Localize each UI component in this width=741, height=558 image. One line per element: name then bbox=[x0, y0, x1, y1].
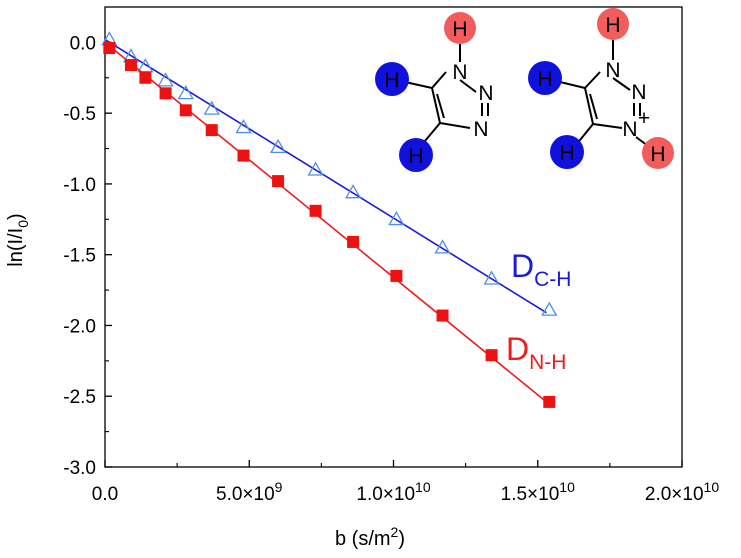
series-label-c-h-sub: C-H bbox=[534, 268, 571, 291]
data-point-c-h bbox=[235, 118, 252, 134]
data-point-n-h bbox=[237, 149, 250, 162]
triazole-molecule: H H H N N N bbox=[375, 12, 494, 172]
data-point-c-h bbox=[203, 100, 220, 115]
data-point-n-h bbox=[272, 175, 285, 188]
n-h-proton-circle bbox=[642, 137, 674, 169]
atom-label-n: N bbox=[631, 81, 646, 104]
y-axis-title: ln(I/I0) bbox=[5, 213, 31, 266]
x-axis-title-sup: 2 bbox=[391, 524, 399, 540]
data-point-n-h bbox=[139, 71, 152, 84]
x-tick-label: 2.0×1010 bbox=[645, 479, 719, 505]
data-point-c-h bbox=[388, 210, 405, 226]
atom-label-n: N bbox=[452, 61, 467, 84]
n-h-proton-circle bbox=[444, 12, 476, 44]
y-tick-label: -1.5 bbox=[63, 246, 96, 267]
data-point-n-h bbox=[159, 87, 172, 100]
n-h-proton-circle bbox=[597, 8, 629, 40]
y-axis-ticks: 0.0 -0.5 -1.0 -1.5 -2.0 -2.5 -3.0 bbox=[63, 33, 112, 479]
c-h-proton-circle bbox=[528, 61, 562, 95]
data-point-n-h bbox=[124, 59, 137, 72]
data-point-c-h bbox=[157, 72, 174, 87]
atom-label-h: H bbox=[408, 145, 423, 168]
data-point-n-h bbox=[179, 104, 192, 117]
c-h-proton-circle bbox=[550, 135, 584, 169]
x-axis-title-main: b (s/m bbox=[335, 528, 391, 550]
data-point-n-h bbox=[347, 235, 360, 248]
data-point-c-h bbox=[434, 239, 451, 254]
x-axis-title: b (s/m2) bbox=[335, 524, 405, 550]
data-point-n-h bbox=[543, 395, 556, 408]
x-tick-label: 1.5×1010 bbox=[501, 479, 575, 505]
series-label-c-h-main: D bbox=[511, 248, 534, 284]
series-layer bbox=[101, 31, 558, 408]
series-label-n-h: DN-H bbox=[506, 331, 566, 374]
c-h-proton-circle bbox=[399, 138, 433, 172]
series-label-c-h: DC-H bbox=[511, 248, 571, 291]
data-point-n-h bbox=[309, 204, 322, 217]
atom-charge-plus: + bbox=[638, 107, 650, 130]
fit-line-n-h bbox=[104, 41, 547, 403]
data-point-c-h bbox=[177, 85, 194, 100]
atom-label-h: H bbox=[605, 14, 620, 37]
data-point-n-h bbox=[390, 269, 403, 282]
atom-label-h: H bbox=[537, 68, 552, 91]
atom-label-n: N bbox=[622, 118, 637, 141]
x-tick-label: 5.0×109 bbox=[216, 479, 283, 505]
fit-line-c-h bbox=[104, 38, 547, 314]
atom-label-h: H bbox=[384, 69, 399, 92]
atom-label-h: H bbox=[452, 18, 467, 41]
atom-label-n: N bbox=[478, 82, 493, 105]
data-point-n-h bbox=[436, 309, 449, 322]
data-point-c-h bbox=[269, 138, 287, 154]
data-point-n-h bbox=[205, 124, 218, 137]
atom-label-n: N bbox=[473, 118, 488, 141]
y-tick-label: -0.5 bbox=[63, 104, 96, 125]
data-point-c-h bbox=[483, 270, 500, 285]
y-axis-title-tail: ) bbox=[5, 213, 27, 220]
atom-label-h: H bbox=[559, 142, 574, 165]
c-h-proton-circle bbox=[375, 62, 409, 96]
y-tick-label: -2.0 bbox=[63, 316, 96, 337]
triazolium-molecule: H H H H N N N + bbox=[528, 8, 674, 169]
x-tick-label: 1.0×1010 bbox=[356, 479, 430, 505]
y-tick-label: -1.0 bbox=[63, 175, 96, 196]
x-axis-ticks: 0.0 5.0×109 1.0×1010 1.5×1010 2.0×1010 bbox=[92, 460, 719, 505]
y-tick-label: -2.5 bbox=[63, 387, 96, 408]
data-point-n-h bbox=[485, 349, 498, 362]
y-axis-title-sub: 0 bbox=[15, 220, 31, 228]
data-point-c-h bbox=[137, 58, 154, 73]
data-point-c-h bbox=[344, 184, 362, 199]
series-label-n-h-main: D bbox=[506, 331, 529, 367]
y-tick-label: -3.0 bbox=[63, 458, 96, 479]
x-tick-label: 0.0 bbox=[92, 484, 118, 505]
atom-label-h: H bbox=[650, 143, 665, 166]
series-label-n-h-sub: N-H bbox=[529, 351, 566, 374]
atom-label-n: N bbox=[605, 59, 620, 82]
x-axis-title-tail: ) bbox=[398, 528, 405, 550]
y-axis-title-main: ln(I/I bbox=[5, 228, 27, 267]
data-point-c-h bbox=[307, 161, 324, 176]
y-tick-label: 0.0 bbox=[70, 33, 96, 54]
data-point-n-h bbox=[103, 42, 116, 55]
data-point-c-h bbox=[541, 301, 558, 316]
